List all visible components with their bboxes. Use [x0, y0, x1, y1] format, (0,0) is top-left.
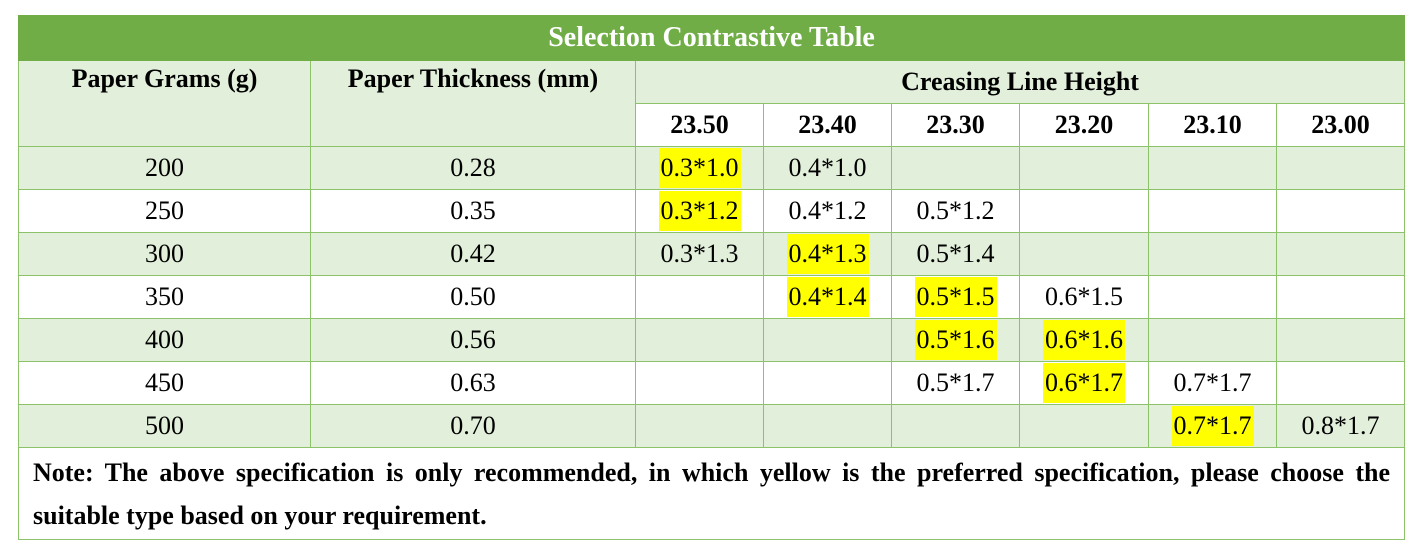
table-row: 300 0.42 0.3*1.3 0.4*1.3 0.5*1.4: [18, 232, 1406, 276]
spec-value: 0.7*1.7: [1173, 368, 1252, 397]
creasing-spec-cell: 0.5*1.7: [891, 361, 1020, 405]
spec-value: 0.6*1.5: [1045, 282, 1123, 311]
creasing-spec-cell: [1148, 146, 1277, 190]
paper-thickness-cell: 0.35: [310, 189, 636, 233]
creasing-spec-cell: 0.5*1.6: [891, 318, 1020, 362]
preferred-spec: 0.7*1.7: [1171, 406, 1254, 446]
creasing-spec-cell: 0.4*1.3: [763, 232, 892, 276]
creasing-spec-cell: 0.4*1.0: [763, 146, 892, 190]
creasing-spec-cell: [1148, 318, 1277, 362]
height-header: 23.30: [891, 103, 1020, 147]
preferred-spec: 0.3*1.2: [658, 191, 741, 231]
table-row: 200 0.28 0.3*1.0 0.4*1.0: [18, 146, 1406, 190]
header-paper-grams: Paper Grams (g): [18, 60, 311, 147]
note-row: Note: The above specification is only re…: [17, 447, 1406, 540]
spec-value: 0.5*1.2: [916, 196, 995, 225]
paper-grams-cell: 400: [18, 318, 311, 362]
height-header: 23.10: [1148, 103, 1277, 147]
creasing-spec-cell: [1148, 275, 1277, 319]
table-row: 350 0.50 0.4*1.4 0.5*1.5 0.6*1.5: [18, 275, 1406, 319]
spec-value: 0.5*1.7: [916, 368, 995, 397]
paper-thickness-cell: 0.28: [310, 146, 636, 190]
creasing-spec-cell: [1148, 189, 1277, 233]
creasing-spec-cell: 0.4*1.2: [763, 189, 892, 233]
table-row: 250 0.35 0.3*1.2 0.4*1.2 0.5*1.2: [18, 189, 1406, 233]
creasing-spec-cell: 0.6*1.7: [1019, 361, 1149, 405]
paper-grams-cell: 450: [18, 361, 311, 405]
table-title: Selection Contrastive Table: [17, 15, 1406, 61]
spec-value: 0.4*1.0: [788, 153, 867, 182]
creasing-spec-cell: 0.4*1.4: [763, 275, 892, 319]
creasing-spec-cell: [635, 318, 764, 362]
preferred-spec: 0.4*1.4: [786, 277, 869, 317]
title-row: Selection Contrastive Table: [17, 15, 1406, 61]
preferred-spec: 0.5*1.6: [914, 320, 997, 360]
creasing-spec-cell: [1275, 232, 1406, 276]
creasing-spec-cell: [891, 146, 1020, 190]
creasing-spec-cell: [1275, 275, 1406, 319]
creasing-spec-cell: [1275, 146, 1406, 190]
spec-value: 0.8*1.7: [1301, 411, 1380, 440]
paper-grams-cell: 250: [18, 189, 311, 233]
preferred-spec: 0.4*1.3: [786, 234, 869, 274]
creasing-spec-cell: [1019, 146, 1149, 190]
paper-grams-cell: 300: [18, 232, 311, 276]
height-header: 23.50: [635, 103, 764, 147]
creasing-spec-cell: [1019, 404, 1149, 448]
creasing-spec-cell: 0.7*1.7: [1148, 361, 1277, 405]
header-creasing-line-height: Creasing Line Height: [634, 60, 1406, 104]
creasing-spec-cell: 0.6*1.5: [1019, 275, 1149, 319]
paper-grams-cell: 500: [18, 404, 311, 448]
creasing-spec-cell: [1148, 232, 1277, 276]
creasing-spec-cell: [1275, 318, 1406, 362]
creasing-spec-cell: [635, 361, 764, 405]
table-note: Note: The above specification is only re…: [17, 447, 1406, 540]
preferred-spec: 0.6*1.6: [1043, 320, 1125, 360]
paper-thickness-cell: 0.50: [310, 275, 636, 319]
creasing-spec-cell: 0.5*1.2: [891, 189, 1020, 233]
subheader-row: 23.50 23.40 23.30 23.20 23.10 23.00: [19, 103, 1406, 147]
creasing-spec-cell: [763, 318, 892, 362]
preferred-spec: 0.3*1.0: [658, 148, 741, 188]
creasing-spec-cell: [891, 404, 1020, 448]
creasing-spec-cell: 0.3*1.3: [635, 232, 764, 276]
preferred-spec: 0.6*1.7: [1043, 363, 1125, 403]
creasing-spec-cell: 0.3*1.2: [635, 189, 764, 233]
creasing-spec-cell: 0.3*1.0: [635, 146, 764, 190]
creasing-spec-cell: [1019, 189, 1149, 233]
table-body: 200 0.28 0.3*1.0 0.4*1.0 250 0.35 0.3*1.2 0.4*1…: [18, 146, 1406, 448]
selection-contrastive-table: Selection Contrastive Table Paper Grams …: [17, 15, 1406, 540]
table-row: 450 0.63 0.5*1.7 0.6*1.7 0.7*1.7: [18, 361, 1406, 405]
table-row: 400 0.56 0.5*1.6 0.6*1.6: [18, 318, 1406, 362]
height-header: 23.20: [1019, 103, 1149, 147]
spec-value: 0.4*1.2: [788, 196, 867, 225]
spec-value: 0.5*1.4: [916, 239, 995, 268]
spec-value: 0.3*1.3: [660, 239, 739, 268]
height-header: 23.00: [1275, 103, 1406, 147]
creasing-spec-cell: [635, 404, 764, 448]
paper-thickness-cell: 0.56: [310, 318, 636, 362]
paper-thickness-cell: 0.70: [310, 404, 636, 448]
creasing-spec-cell: 0.5*1.5: [891, 275, 1020, 319]
header-paper-thickness: Paper Thickness (mm): [310, 60, 636, 147]
creasing-spec-cell: [1275, 361, 1406, 405]
creasing-spec-cell: [763, 361, 892, 405]
creasing-spec-cell: [1275, 189, 1406, 233]
height-header: 23.40: [763, 103, 892, 147]
paper-grams-cell: 200: [18, 146, 311, 190]
creasing-spec-cell: 0.6*1.6: [1019, 318, 1149, 362]
preferred-spec: 0.5*1.5: [914, 277, 997, 317]
creasing-spec-cell: [1019, 232, 1149, 276]
header-row: Paper Grams (g) Paper Thickness (mm) Cre…: [18, 60, 1406, 147]
table-row: 500 0.70 0.7*1.7 0.8*1.7: [18, 404, 1406, 448]
creasing-spec-cell: 0.8*1.7: [1275, 404, 1406, 448]
creasing-spec-cell: [763, 404, 892, 448]
creasing-spec-cell: 0.5*1.4: [891, 232, 1020, 276]
paper-thickness-cell: 0.42: [310, 232, 636, 276]
creasing-spec-cell: [635, 275, 764, 319]
paper-thickness-cell: 0.63: [310, 361, 636, 405]
paper-grams-cell: 350: [18, 275, 311, 319]
creasing-spec-cell: 0.7*1.7: [1148, 404, 1277, 448]
